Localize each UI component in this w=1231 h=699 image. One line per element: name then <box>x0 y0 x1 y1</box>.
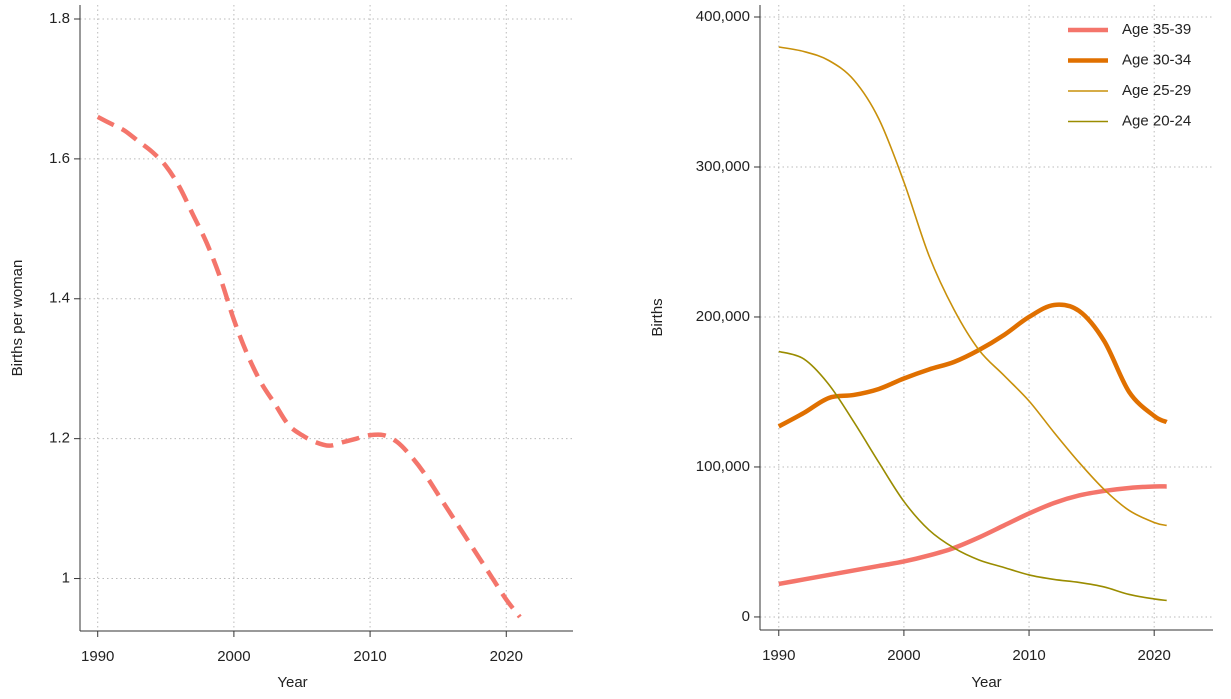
y-tick-label: 300,000 <box>696 158 750 175</box>
x-axis-label: Year <box>277 674 307 691</box>
y-tick-label: 200,000 <box>696 308 750 325</box>
y-axis-label: Births <box>649 298 666 336</box>
y-tick-label: 100,000 <box>696 458 750 475</box>
y-tick-label: 0 <box>742 608 750 625</box>
y-tick-label: 1.8 <box>49 10 70 27</box>
x-tick-label: 2000 <box>887 647 920 664</box>
y-axis-label: Births per woman <box>9 260 26 377</box>
x-tick-label: 2000 <box>217 648 250 665</box>
legend-label: Age 20-24 <box>1122 112 1191 129</box>
x-axis-label: Year <box>971 674 1001 691</box>
x-tick-label: 1990 <box>762 647 795 664</box>
y-tick-label: 1.4 <box>49 290 70 307</box>
y-tick-label: 1.2 <box>49 430 70 447</box>
legend-label: Age 30-34 <box>1122 51 1191 68</box>
data-line <box>778 484 1167 587</box>
legend-label: Age 35-39 <box>1122 21 1191 38</box>
data-line <box>778 350 1167 602</box>
data-line <box>96 114 522 619</box>
x-tick-label: 1990 <box>81 648 114 665</box>
y-tick-label: 400,000 <box>696 8 750 25</box>
legend-label: Age 25-29 <box>1122 82 1191 99</box>
data-line <box>778 46 1167 527</box>
x-tick-label: 2020 <box>490 648 523 665</box>
x-tick-label: 2010 <box>1012 647 1045 664</box>
x-tick-label: 2020 <box>1137 647 1170 664</box>
data-line <box>777 302 1168 429</box>
x-tick-label: 2010 <box>353 648 386 665</box>
y-tick-label: 1 <box>62 570 70 587</box>
y-tick-label: 1.6 <box>49 150 70 167</box>
